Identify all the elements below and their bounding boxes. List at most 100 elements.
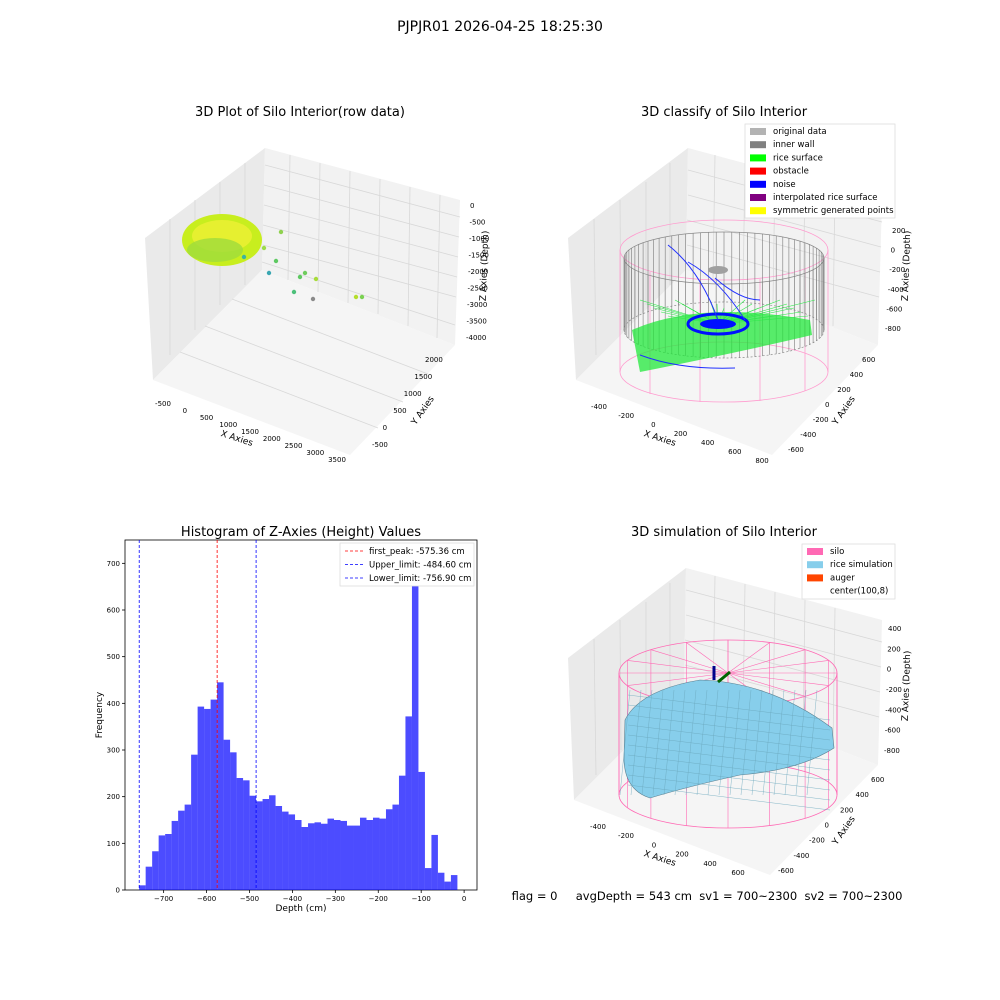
classify-y-label: Y Axies: [830, 394, 858, 427]
rice-mesh-line: [663, 689, 675, 796]
sim-x-tick-label: 0: [652, 841, 656, 849]
histogram-x-tick-label: −100: [412, 895, 431, 903]
histogram-y-tick-label: 600: [107, 607, 120, 615]
histogram-bar: [308, 823, 315, 890]
sim-y-tick-label: -200: [809, 837, 825, 845]
histogram-x-ticks: −700 −600 −500 −400 −300 −200 −100 0: [154, 890, 466, 903]
histogram-bar: [165, 834, 172, 890]
sim-y-tick-label: 400: [856, 791, 869, 799]
classify-x-tick-label: 400: [701, 439, 714, 447]
classify-x-tick-label: -200: [618, 412, 634, 420]
classify-left-pane: [568, 148, 688, 380]
histogram-bar: [243, 780, 250, 890]
raw-x-tick-label: 3500: [328, 456, 346, 464]
histogram-bar: [236, 778, 244, 890]
sim-x-tick-label: 200: [675, 851, 688, 859]
histogram-bar: [405, 716, 412, 890]
histogram-y-tick-label: 200: [107, 793, 120, 801]
raw-x-tick-label: 3000: [306, 449, 324, 457]
histogram-bar: [262, 799, 270, 890]
sim-z-tick-label: -400: [885, 706, 901, 714]
rice-mesh-line: [627, 774, 831, 801]
raw-x-tick-label: 1000: [219, 421, 237, 429]
sim-z-tick-label: 400: [888, 625, 901, 633]
histogram-bar: [398, 775, 406, 890]
classify-legend: original data inner wall rice surface obsta…: [744, 123, 896, 219]
raw-x-tick-label: 500: [200, 414, 213, 422]
histogram-legend-label: first_peak: -575.36 cm: [369, 547, 465, 557]
histogram-bar: [191, 754, 198, 890]
raw-z-tick-label: -1500: [469, 252, 489, 260]
classify-y-tick-label: -600: [788, 446, 804, 454]
rice-mesh-line: [784, 689, 796, 796]
raw-z-tick-label: -1000: [469, 235, 489, 243]
sim-x-tick-label: -400: [590, 823, 606, 831]
silo-roof-line: [727, 649, 806, 674]
sim-y-tick-label: -600: [778, 867, 794, 875]
histogram-y-tick-label: 0: [116, 887, 120, 895]
raw-z-tick-label: -3500: [467, 318, 487, 326]
raw-y-label: Y Axies: [409, 394, 437, 427]
sim-z-label: Z Axies (Depth): [901, 651, 913, 722]
legend-swatch: [750, 154, 766, 162]
raw-y-tick-label: -500: [372, 441, 388, 449]
histogram-bar: [437, 872, 445, 890]
histogram-bar: [282, 811, 289, 890]
sim-x-ticks: -400 -200 0 200 400 600: [590, 823, 745, 877]
histogram-bar: [139, 885, 146, 890]
legend-swatch: [750, 141, 766, 149]
rice-mesh-line: [652, 689, 664, 796]
classify-z-ticks: 200 0 -200 -400 -600 -800: [885, 227, 905, 333]
silo-roof-line: [627, 660, 729, 674]
silo-roof-line: [727, 642, 770, 674]
rice-mesh-line: [627, 754, 831, 781]
sim-x-tick-label: -200: [618, 832, 634, 840]
rice-mesh-line: [707, 689, 719, 796]
histogram-bar: [431, 834, 438, 890]
sim-y-tick-label: 200: [840, 806, 853, 814]
legend-swatch: [807, 548, 823, 555]
rice-surface-line: [639, 299, 719, 325]
legend-label: rice surface: [773, 153, 823, 163]
histogram-title: Histogram of Z-Axies (Height) Values: [181, 525, 421, 540]
classify-x-tick-label: 800: [755, 457, 768, 465]
histogram-bar: [295, 820, 302, 890]
histogram-bar: [321, 823, 328, 890]
rice-mesh-line: [696, 689, 708, 796]
rice-mesh-line: [773, 689, 785, 796]
histogram-bar: [256, 801, 263, 890]
classify-x-tick-label: 200: [674, 430, 687, 438]
histogram-bar: [184, 804, 192, 890]
silo-roof-line: [686, 642, 729, 674]
raw-x-tick-label: 2000: [263, 435, 281, 443]
rice-mesh-line: [627, 714, 831, 741]
rice-mesh-line: [729, 689, 741, 796]
raw-y-tick-label: 2000: [425, 356, 443, 364]
histogram-y-tick-label: 400: [107, 700, 120, 708]
silo-roof-line: [627, 672, 729, 686]
simulation-3d-title: 3D simulation of Silo Interior: [631, 525, 818, 540]
raw-3d-title: 3D Plot of Silo Interior(row data): [195, 105, 405, 120]
classify-x-label: X Axies: [642, 429, 677, 449]
classify-3d-panel: 3D classify of Silo Interior: [568, 105, 913, 465]
legend-label: original data: [773, 127, 827, 137]
rice-mesh-line: [630, 689, 642, 796]
sim-x-tick-label: 400: [703, 860, 716, 868]
histogram-bar: [158, 835, 166, 890]
rice-mesh-line: [685, 689, 697, 796]
classify-noise: [639, 244, 761, 369]
histogram-y-tick-label: 100: [107, 840, 120, 848]
sim-y-tick-label: 600: [871, 776, 884, 784]
histogram-bar: [204, 708, 211, 890]
sim-y-tick-label: 0: [825, 822, 829, 830]
sim-y-label: Y Axies: [830, 814, 858, 847]
rice-mesh-line: [627, 764, 831, 791]
sim-y-tick-label: -400: [794, 852, 810, 860]
legend-label: obstacle: [773, 167, 809, 177]
sim-rice-mesh: [619, 689, 831, 811]
legend-label: auger: [830, 573, 855, 583]
legend-swatch: [750, 167, 766, 175]
raw-x-tick-label: 2500: [285, 442, 303, 450]
histogram-bar: [288, 814, 296, 890]
